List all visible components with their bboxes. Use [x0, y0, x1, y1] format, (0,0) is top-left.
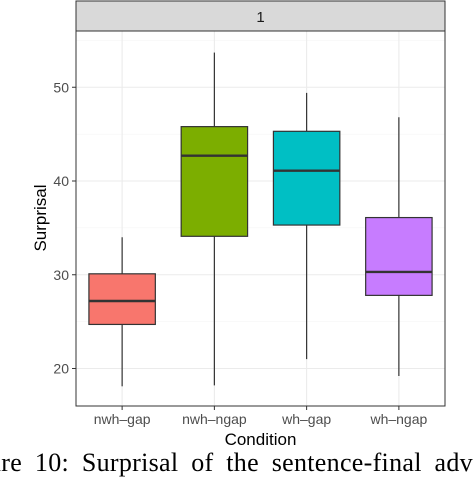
y-tick-label: 50	[53, 79, 69, 95]
facet-strip	[75, 0, 446, 32]
figure-caption: ure 10: Surprisal of the sentence-final …	[0, 448, 474, 477]
box-wh–ngap	[365, 117, 433, 376]
y-axis-title: Surprisal	[31, 184, 50, 251]
y-tick-label: 40	[53, 173, 69, 189]
x-tick-label: nwh–ngap	[182, 411, 247, 427]
x-axis-title: Condition	[225, 430, 297, 449]
box-iqr	[88, 273, 156, 326]
y-tick-label: 30	[53, 267, 69, 283]
box-iqr	[180, 126, 249, 237]
box-nwh–gap	[88, 237, 156, 387]
box-iqr	[272, 130, 341, 226]
box-wh–gap	[272, 92, 341, 360]
facet-label: 1	[256, 9, 264, 26]
x-axis: nwh–gap nwh–ngap wh–gap wh–ngap	[94, 406, 428, 427]
box-iqr	[365, 216, 433, 296]
box-nwh–ngap	[180, 52, 249, 386]
plot-panel-border	[75, 30, 446, 407]
x-tick-label: wh–gap	[281, 411, 331, 427]
x-tick-label: wh–ngap	[369, 411, 427, 427]
y-tick-label: 20	[53, 361, 69, 377]
boxes-layer	[88, 52, 433, 387]
y-axis: 20 30 40 50	[53, 79, 76, 377]
x-tick-label: nwh–gap	[94, 411, 151, 427]
